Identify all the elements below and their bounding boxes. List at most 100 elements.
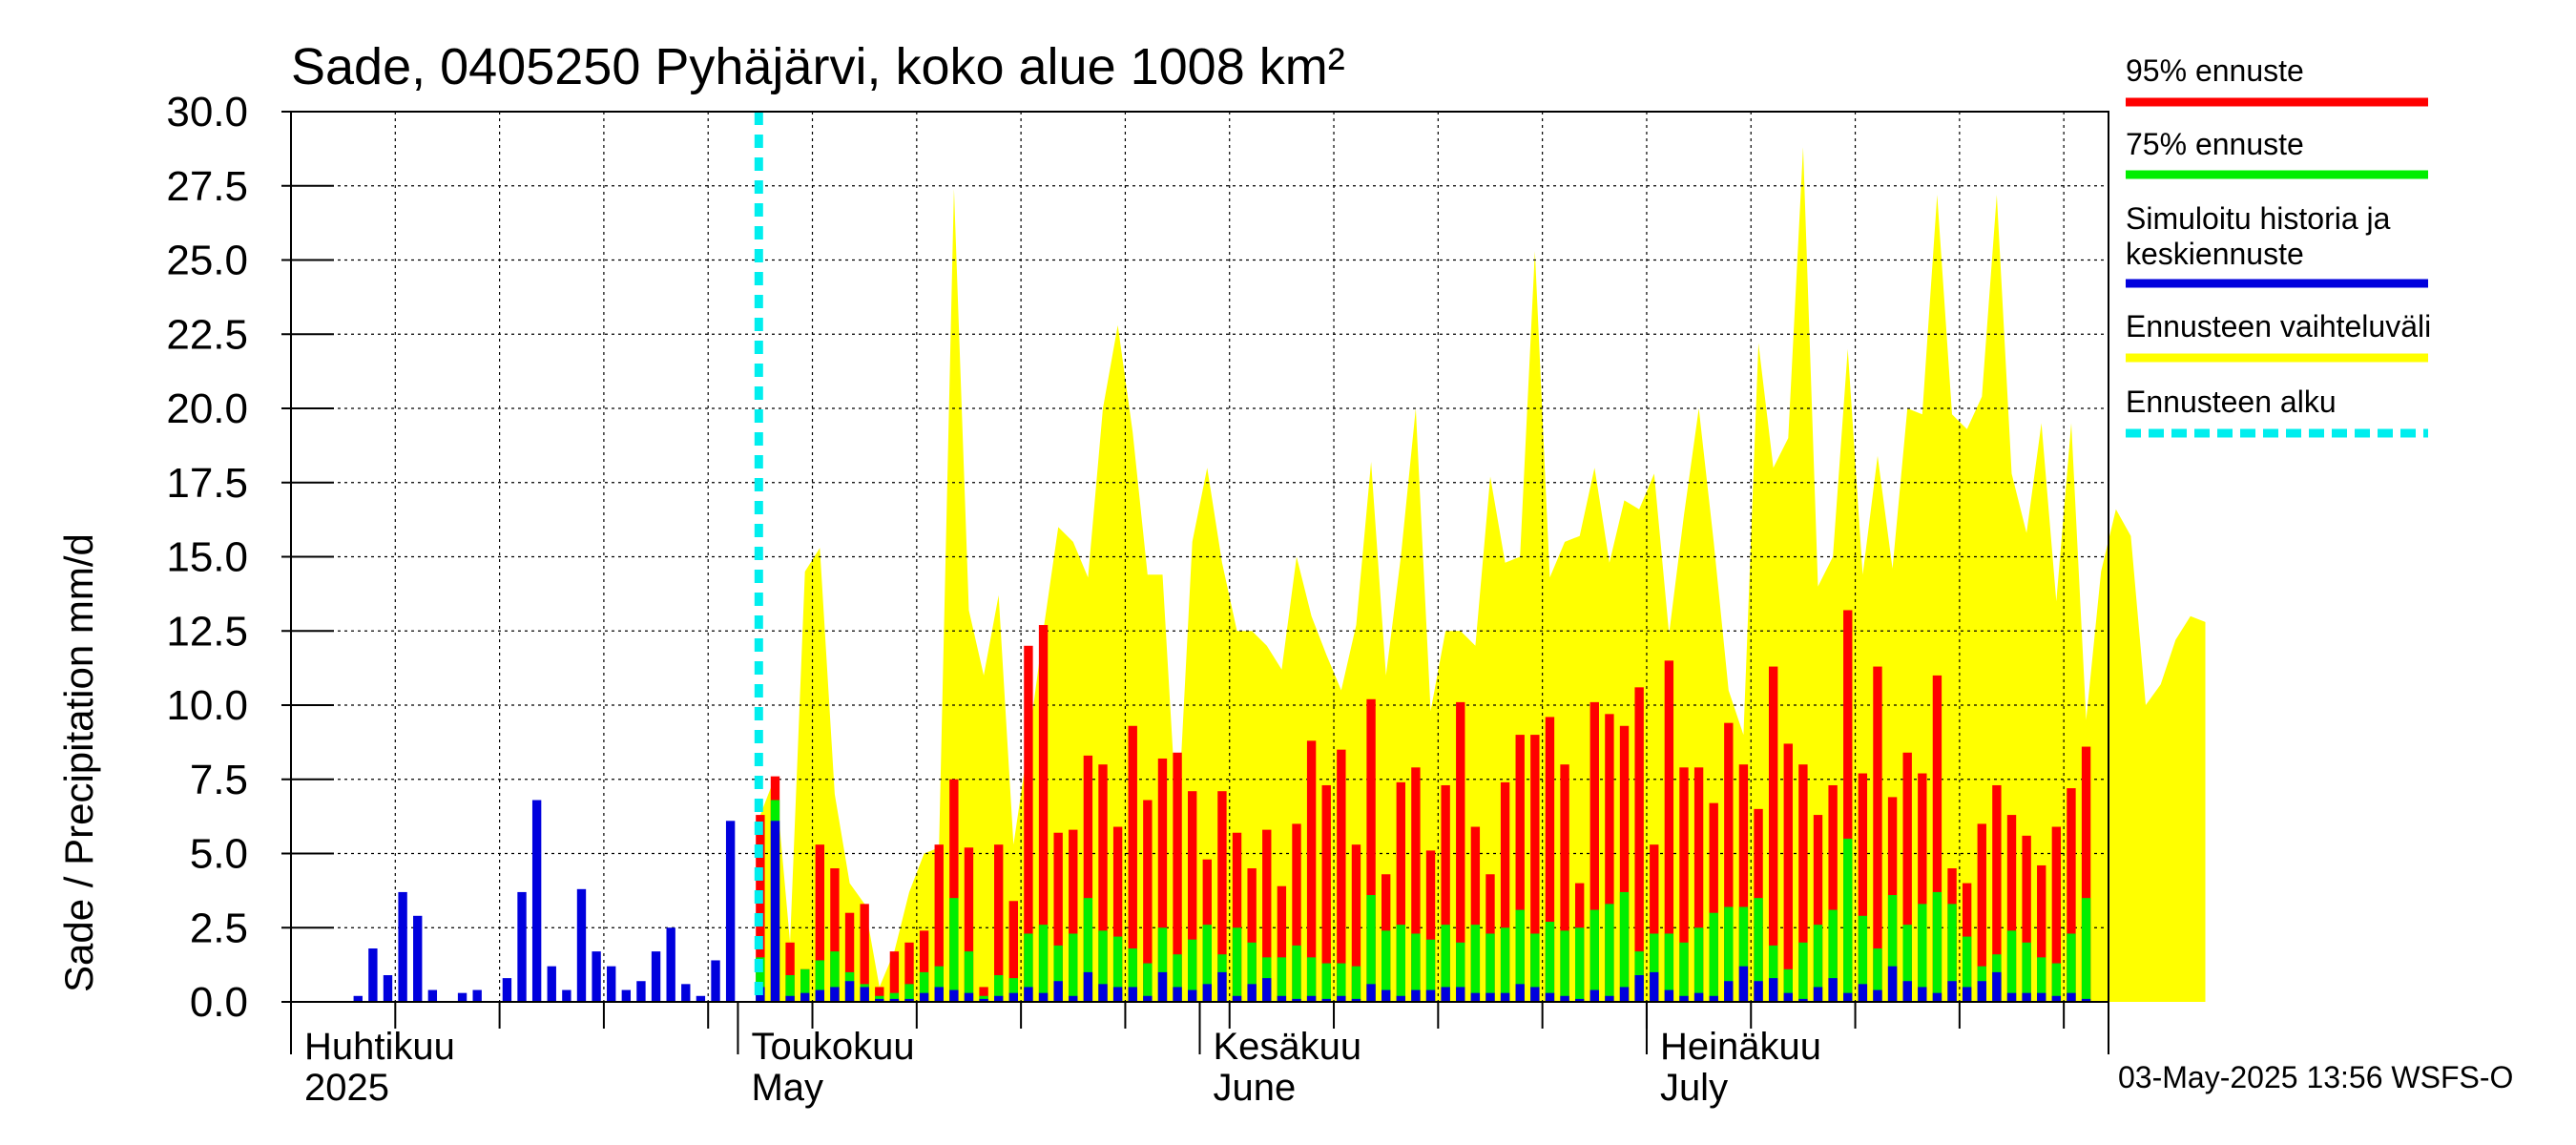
forecast-95-bar — [889, 951, 900, 1002]
forecast-mean-bar — [1873, 989, 1882, 1002]
y-tick-label: 20.0 — [166, 385, 248, 432]
forecast-75-bar — [1128, 948, 1137, 1002]
forecast-95-bar — [1619, 725, 1630, 1002]
forecast-mean-bar — [1664, 989, 1674, 1002]
forecast-75-bar — [1605, 904, 1614, 1002]
forecast-75-bar — [1396, 925, 1405, 1002]
x-month-label: Heinäkuu — [1660, 1026, 1821, 1068]
forecast-95-bar — [1038, 625, 1049, 1002]
forecast-95-bar — [979, 987, 988, 1002]
forecast-mean-bar — [815, 989, 825, 1002]
forecast-mean-bar — [1008, 992, 1018, 1002]
forecast-95-bar — [1828, 784, 1838, 1002]
grid — [290, 111, 2109, 1003]
forecast-mean-bar — [1947, 981, 1957, 1002]
forecast-75-bar — [1351, 966, 1361, 1002]
y-tick-label: 0.0 — [190, 979, 248, 1026]
forecast-75-bar — [785, 975, 795, 1002]
forecast-mean-bar — [1932, 992, 1942, 1002]
forecast-95-bar — [1112, 826, 1123, 1002]
forecast-mean-bar — [1470, 992, 1481, 1002]
history-bar — [413, 915, 423, 1002]
forecast-75-bar — [1381, 930, 1391, 1002]
forecast-95-bar — [1634, 687, 1644, 1002]
forecast-mean-bar — [1634, 975, 1644, 1002]
forecast-mean-bar — [1709, 995, 1718, 1002]
forecast-mean-bar — [1783, 992, 1793, 1002]
forecast-95-bar — [1396, 781, 1405, 1002]
forecast-95-bar — [1456, 701, 1465, 1002]
forecast-95-bar — [1157, 758, 1168, 1002]
forecast-95-bar — [1902, 752, 1912, 1002]
forecast-75-bar — [1828, 909, 1838, 1002]
forecast-75-bar — [1664, 933, 1674, 1002]
history-bar — [353, 995, 363, 1002]
forecast-95-bar — [1306, 740, 1317, 1002]
forecast-95-bar — [2051, 826, 2062, 1002]
forecast-mean-bar — [1098, 984, 1108, 1002]
legend-label: 75% ennuste — [2126, 127, 2304, 161]
forecast-75-bar — [1574, 927, 1585, 1002]
history-bar — [562, 989, 571, 1002]
y-tick-label: 10.0 — [166, 682, 248, 729]
forecast-95-bar — [904, 942, 914, 1002]
forecast-75-bar — [1902, 925, 1912, 1002]
forecast-95-bar — [1024, 645, 1033, 1002]
forecast-75-bar — [1515, 909, 1525, 1002]
forecast-75-bar — [1589, 909, 1599, 1002]
forecast-95-bar — [1053, 832, 1063, 1002]
forecast-75-bar — [1887, 895, 1898, 1002]
forecast-75-bar — [1306, 957, 1317, 1002]
forecast-mean-bar — [1441, 987, 1450, 1002]
forecast-75-bar — [800, 968, 810, 1002]
forecast-mean-bar — [800, 992, 810, 1002]
forecast-95-bar — [949, 779, 959, 1002]
y-axis-label: Sade / Precipitation mm/d — [56, 533, 101, 992]
forecast-95-bar — [1605, 714, 1614, 1002]
forecast-75-bar — [1545, 922, 1555, 1002]
history-bar — [398, 891, 407, 1002]
forecast-95-bar — [1650, 844, 1659, 1002]
forecast-75-bar — [2067, 933, 2076, 1002]
forecast-95-bar — [2067, 788, 2076, 1002]
forecast-75-bar — [2022, 942, 2031, 1002]
history-bar — [472, 989, 482, 1002]
forecast-75-bar — [1843, 838, 1853, 1002]
forecast-mean-bar — [2022, 992, 2031, 1002]
forecast-95-bar — [860, 904, 869, 1002]
history-bar — [547, 966, 556, 1002]
forecast-mean-bar — [904, 998, 914, 1002]
forecast-95-bar — [994, 844, 1004, 1002]
forecast-75-bar — [1247, 942, 1257, 1002]
forecast-95-bar — [875, 987, 884, 1002]
forecast-75-bar — [1754, 898, 1763, 1002]
forecast-mean-bar — [1247, 984, 1257, 1002]
forecast-mean-bar — [1128, 987, 1137, 1002]
history-bar — [607, 966, 616, 1002]
forecast-75-bar — [889, 992, 900, 1002]
forecast-mean-bar — [934, 987, 944, 1002]
forecast-mean-bar — [1754, 981, 1763, 1002]
y-tick-label: 15.0 — [166, 534, 248, 581]
forecast-mean-bar — [1515, 984, 1525, 1002]
history-bar — [576, 888, 587, 1002]
legend-label: Ennusteen vaihteluväli — [2126, 309, 2431, 344]
forecast-95-bar — [1992, 784, 2002, 1002]
history-bar — [696, 995, 706, 1002]
forecast-95-bar — [1515, 735, 1525, 1002]
forecast-mean-bar — [1053, 981, 1063, 1002]
forecast-mean-bar — [1724, 981, 1734, 1002]
forecast-95-bar — [844, 912, 855, 1002]
history-bar — [592, 951, 601, 1002]
forecast-mean-bar — [1173, 987, 1182, 1002]
forecast-95-bar — [1977, 823, 1986, 1002]
forecast-95-bar — [1798, 764, 1808, 1002]
forecast-75-bar — [1112, 936, 1123, 1002]
forecast-95-bar — [1351, 844, 1361, 1002]
forecast-95-bar — [1693, 767, 1704, 1002]
forecast-95-bar — [1337, 749, 1346, 1002]
y-tick-label: 22.5 — [166, 311, 248, 358]
forecast-mean-bar — [979, 998, 988, 1002]
history-bar — [711, 960, 720, 1002]
forecast-mean-bar — [1902, 981, 1912, 1002]
